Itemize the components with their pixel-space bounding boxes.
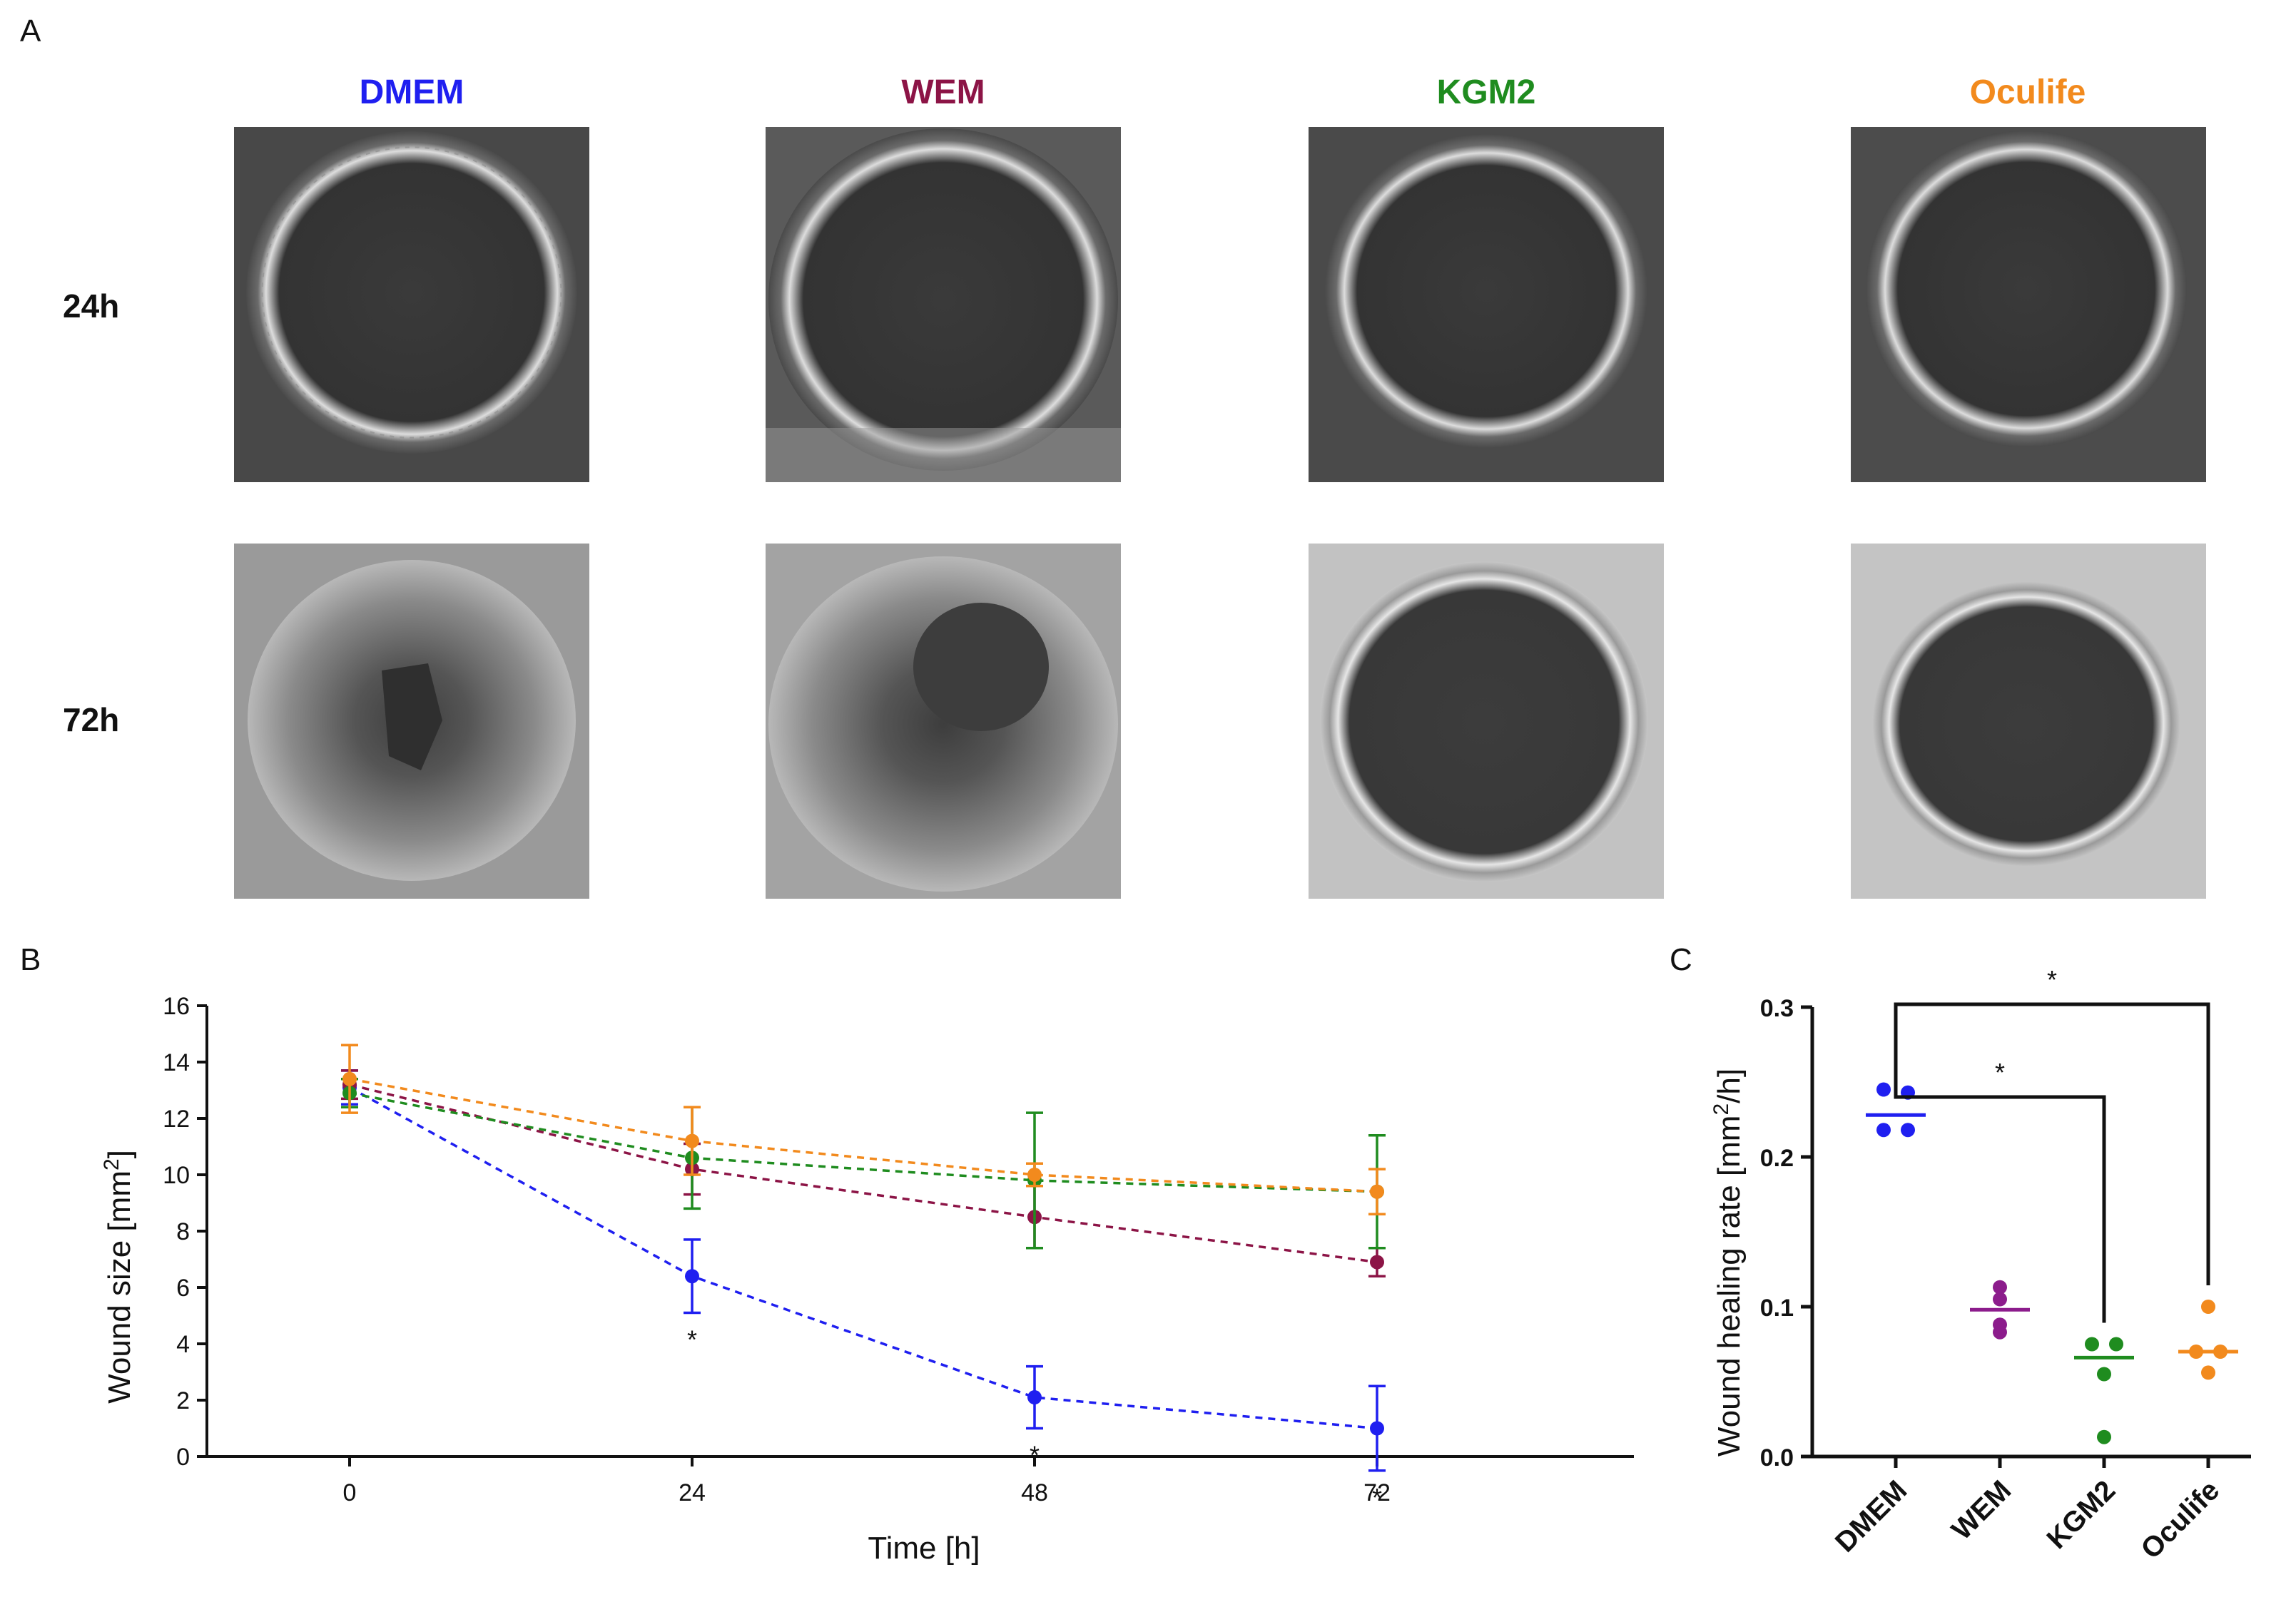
healing-rate-marks: ** xyxy=(1866,965,2238,1444)
y-tick-label-14: 14 xyxy=(163,1049,190,1076)
y-tick-label-6: 6 xyxy=(176,1275,190,1302)
category-label-oculife: Oculife xyxy=(2135,1474,2225,1565)
data-point-oculife-24 xyxy=(685,1133,699,1148)
significance-star-72: * xyxy=(1372,1483,1382,1512)
point-dmem-4 xyxy=(1901,1123,1915,1138)
point-wem-4 xyxy=(1993,1325,2007,1340)
wound-size-x-axis-title: Time [h] xyxy=(868,1531,980,1566)
significance-star-48: * xyxy=(1030,1441,1040,1470)
data-point-wem-72 xyxy=(1370,1255,1384,1270)
point-dmem-3 xyxy=(1876,1123,1891,1138)
point-oculife-1 xyxy=(2201,1300,2215,1314)
x-tick-label-24: 24 xyxy=(679,1479,706,1506)
micrograph-kgm2-72h xyxy=(1309,544,1664,899)
point-kgm2-3 xyxy=(2097,1367,2111,1382)
significance-star-24: * xyxy=(687,1325,697,1355)
row-title-72h: 72h xyxy=(63,701,119,738)
y-tick-label-12: 12 xyxy=(163,1106,190,1133)
wound-size-y-axis-title: Wound size [mm2] xyxy=(100,1150,137,1404)
column-title-oculife: Oculife xyxy=(1970,73,2086,111)
data-point-dmem-72 xyxy=(1370,1421,1384,1436)
panel-letter-a: A xyxy=(20,14,41,49)
c-y-tick-label-3: 0.3 xyxy=(1760,995,1794,1022)
point-oculife-4 xyxy=(2201,1365,2215,1380)
column-title-wem: WEM xyxy=(901,73,985,111)
y-tick-label-10: 10 xyxy=(163,1162,190,1189)
series-line-wem xyxy=(349,1083,1378,1264)
x-tick-label-48: 48 xyxy=(1021,1479,1048,1506)
c-y-tick-label-1: 0.1 xyxy=(1760,1295,1794,1322)
column-title-kgm2: KGM2 xyxy=(1437,73,1536,111)
c-y-tick-label-2: 0.2 xyxy=(1760,1145,1794,1172)
c-y-tick-label-0: 0.0 xyxy=(1760,1444,1794,1471)
x-tick-label-72: 72 xyxy=(1363,1479,1391,1506)
y-tick-label-0: 0 xyxy=(176,1444,190,1471)
micrograph-grid: DMEM WEM KGM2 Oculife 24h 72h xyxy=(63,73,2206,899)
series-line-kgm2 xyxy=(349,1091,1378,1193)
series-line-oculife xyxy=(349,1077,1378,1193)
category-label-kgm2: KGM2 xyxy=(2041,1474,2122,1555)
data-point-dmem-24 xyxy=(685,1269,699,1284)
micrograph-wem-72h xyxy=(766,544,1121,899)
data-point-oculife-72 xyxy=(1370,1184,1384,1199)
micrograph-oculife-24h xyxy=(1851,127,2206,482)
micrograph-oculife-72h xyxy=(1851,544,2206,899)
wound-size-marks: * * * xyxy=(341,1044,1386,1512)
panel-letter-c: C xyxy=(1670,942,1692,977)
micrograph-dmem-72h xyxy=(234,544,589,899)
point-oculife-3 xyxy=(2213,1345,2228,1359)
column-title-dmem: DMEM xyxy=(360,73,464,111)
row-title-24h: 24h xyxy=(63,287,119,325)
data-point-oculife-0 xyxy=(342,1071,357,1086)
point-kgm2-4 xyxy=(2097,1429,2111,1444)
point-wem-2 xyxy=(1993,1292,2007,1307)
y-tick-label-4: 4 xyxy=(176,1331,190,1358)
point-kgm2-1 xyxy=(2085,1337,2099,1352)
panel-letter-b: B xyxy=(20,942,41,977)
bracket-star-oculife: * xyxy=(2047,965,2057,994)
micrograph-dmem-24h xyxy=(234,127,589,482)
micrograph-wem-24h xyxy=(766,127,1121,482)
category-label-wem: WEM xyxy=(1946,1474,2017,1546)
x-tick-label-0: 0 xyxy=(343,1479,357,1506)
healing-rate-y-axis-title: Wound healing rate [mm2/h] xyxy=(1710,1068,1747,1457)
significance-bracket-dmem-oculife xyxy=(1894,1002,2210,1285)
healing-rate-axes: 0.0 0.1 0.2 0.3 DMEM WEM KGM2 Oculife xyxy=(1760,995,2251,1565)
micrograph-kgm2-24h xyxy=(1309,127,1664,482)
bracket-star-kgm2: * xyxy=(1995,1058,2005,1087)
y-tick-label-2: 2 xyxy=(176,1387,190,1414)
point-wem-1 xyxy=(1993,1280,2007,1295)
series-line-dmem xyxy=(349,1086,1378,1430)
point-kgm2-2 xyxy=(2109,1337,2123,1352)
point-dmem-1 xyxy=(1876,1082,1891,1097)
data-point-dmem-48 xyxy=(1027,1390,1042,1405)
data-point-oculife-48 xyxy=(1027,1168,1042,1182)
category-label-dmem: DMEM xyxy=(1829,1474,1914,1559)
y-tick-label-8: 8 xyxy=(176,1218,190,1245)
point-oculife-2 xyxy=(2189,1345,2203,1359)
y-tick-label-16: 16 xyxy=(163,993,190,1020)
significance-bracket-dmem-kgm2 xyxy=(1894,1069,2106,1323)
